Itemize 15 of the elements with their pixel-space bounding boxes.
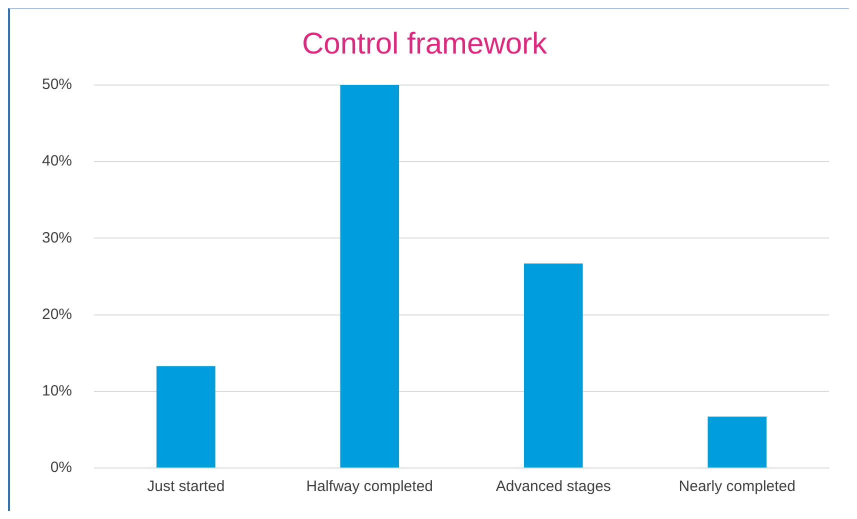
y-tick-label: 10% <box>42 382 72 400</box>
x-tick-label: Halfway completed <box>306 478 434 496</box>
y-tick-label: 0% <box>50 459 72 476</box>
y-tick-label: 50% <box>42 76 72 94</box>
y-tick-label: 30% <box>42 229 72 246</box>
chart-title: Control framework <box>302 27 548 60</box>
y-tick-label: 20% <box>42 306 72 323</box>
bar <box>156 366 216 468</box>
bar <box>340 85 400 468</box>
x-tick-label: Just started <box>147 478 225 496</box>
bar <box>524 263 583 468</box>
x-tick-label: Advanced stages <box>496 478 611 496</box>
x-tick-label: Nearly completed <box>678 478 796 496</box>
y-tick-label: 40% <box>42 152 72 170</box>
bar <box>708 416 767 468</box>
